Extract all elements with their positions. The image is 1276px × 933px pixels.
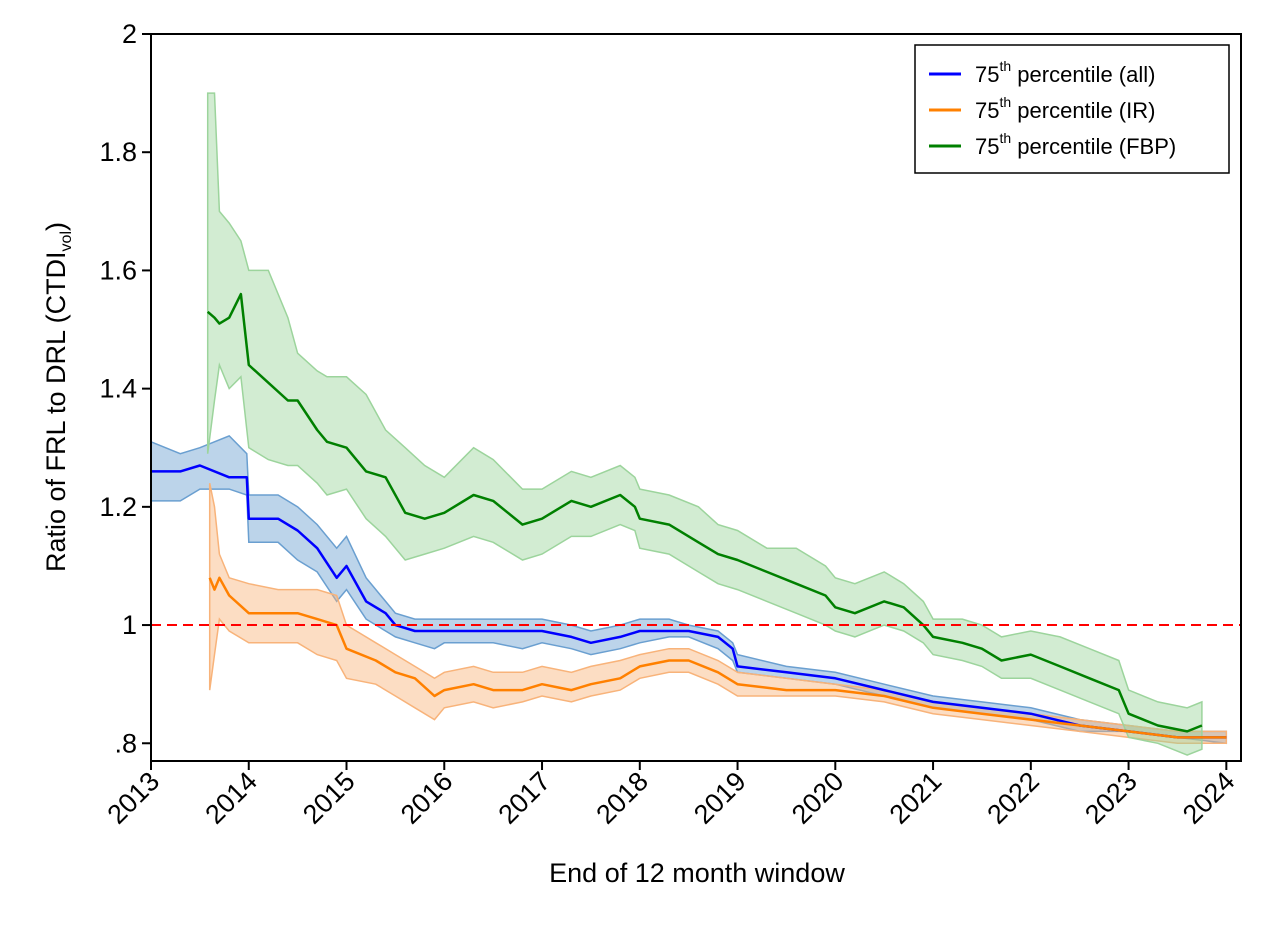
x-axis: 2013 2014 2015 2016 2017 2018 2019 2020 2021 2022… — [102, 761, 1241, 830]
x-tick-label: 2019 — [688, 766, 752, 830]
y-tick-label: 1 — [122, 610, 137, 640]
legend-label-ir: 75th percentile (IR) — [975, 94, 1155, 123]
x-axis-title: End of 12 month window — [549, 858, 845, 888]
legend-entry-all: 75th percentile (all) — [929, 58, 1155, 87]
y-axis-title-main: Ratio of FRL to DRL (CTDI — [41, 251, 71, 572]
x-tick-label: 2013 — [102, 766, 166, 830]
y-tick-label: 1.2 — [99, 492, 137, 522]
x-tick-label: 2017 — [493, 766, 557, 830]
legend-entry-fbp: 75th percentile (FBP) — [929, 130, 1176, 159]
series-line-fbp — [206, 292, 1203, 733]
x-tick-label: 2022 — [981, 766, 1045, 830]
band-ir — [208, 483, 1228, 745]
y-tick-label: 1.6 — [99, 255, 137, 285]
legend-label-all: 75th percentile (all) — [975, 58, 1155, 87]
y-tick-label: .8 — [114, 728, 137, 758]
y-axis: .8 1 1.2 1.4 1.6 1.8 2 — [99, 19, 151, 758]
y-axis-title-sub: vol — [58, 231, 75, 251]
x-tick-label: 2014 — [199, 766, 263, 830]
x-tick-label: 2023 — [1079, 766, 1143, 830]
series-lines — [151, 292, 1227, 739]
y-axis-title: Ratio of FRL to DRL (CTDIvol) — [41, 222, 75, 572]
x-tick-label: 2015 — [297, 766, 361, 830]
confidence-bands — [150, 92, 1228, 756]
legend-box — [914, 44, 1230, 174]
series-line-ir — [208, 576, 1227, 739]
series-line-all — [151, 464, 1227, 739]
y-axis-title-close: ) — [41, 222, 71, 231]
x-tick-label: 2020 — [786, 766, 850, 830]
band-fbp — [206, 92, 1203, 756]
x-tick-label: 2024 — [1177, 766, 1241, 830]
plot-frame — [150, 33, 1242, 762]
y-tick-label: 2 — [122, 19, 137, 49]
x-tick-label: 2021 — [884, 766, 948, 830]
x-tick-label: 2018 — [590, 766, 654, 830]
legend-entry-ir: 75th percentile (IR) — [929, 94, 1155, 123]
x-tick-label: 2016 — [395, 766, 459, 830]
y-tick-label: 1.4 — [99, 374, 137, 404]
legend: 75th percentile (all) 75th percentile (I… — [914, 44, 1230, 174]
legend-label-fbp: 75th percentile (FBP) — [975, 130, 1176, 159]
y-tick-label: 1.8 — [99, 137, 137, 167]
